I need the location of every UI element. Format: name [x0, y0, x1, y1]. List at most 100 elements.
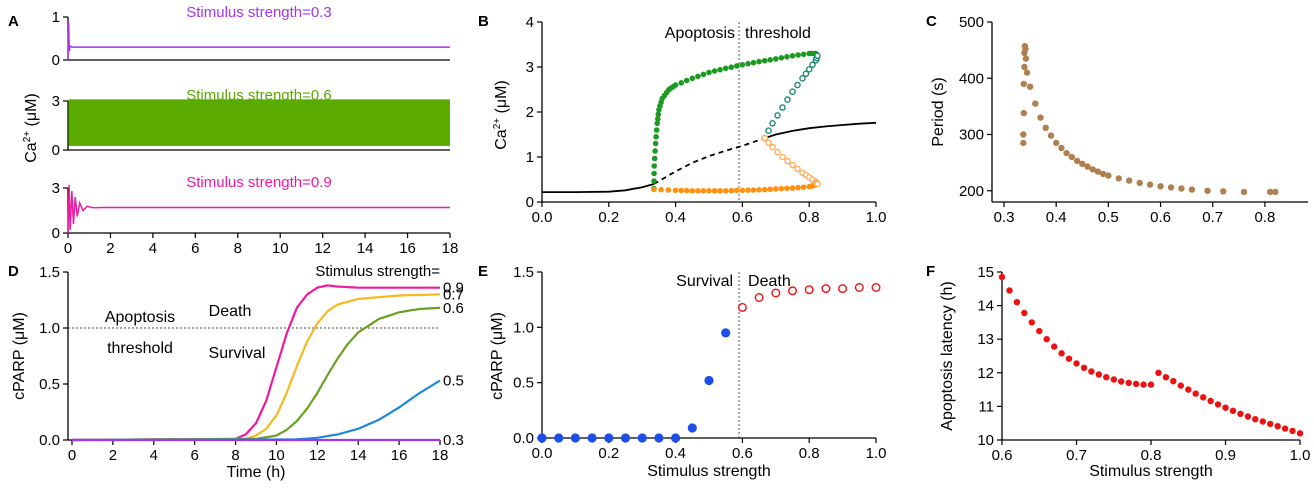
latency-point — [1170, 378, 1177, 385]
series-line-0.6 — [71, 306, 441, 442]
y-tick-label: 13 — [977, 331, 994, 348]
stable-osc-max-point — [651, 178, 657, 184]
y-tick-label: 0 — [52, 52, 60, 69]
x-tick-label: 14 — [350, 447, 367, 464]
panel-f: F 0.6 0.7 0.8 0.9 1.0 10 11 12 13 14 15 Stimulus str… — [926, 263, 1310, 480]
annotation-survival: Survival — [209, 345, 266, 362]
x-tick-label: 8 — [234, 240, 242, 257]
death-point — [854, 283, 864, 293]
y-axis-label-unit: (μM) — [23, 93, 40, 131]
stable-osc-max-point — [784, 54, 790, 60]
unstable-osc-max-point — [814, 52, 821, 60]
survival-point — [721, 328, 731, 338]
stable-osc-max-point — [652, 148, 658, 154]
period-point — [1032, 100, 1039, 107]
stable-osc-min-point — [773, 186, 779, 192]
stable-osc-min-point — [700, 188, 707, 194]
x-tick-label: 16 — [399, 240, 416, 257]
y-axis-label-sup: 2+ — [22, 131, 33, 143]
period-point — [1266, 188, 1274, 196]
period-point — [1022, 55, 1030, 62]
x-tick-label: 0.8 — [1254, 209, 1275, 226]
period-point — [1073, 157, 1081, 165]
period-point — [1146, 181, 1154, 188]
stable-osc-max-point — [789, 53, 796, 59]
period-point — [1020, 139, 1027, 147]
stable-osc-max-point — [654, 120, 660, 127]
period-point — [1272, 188, 1279, 196]
panel-label-d: D — [8, 263, 19, 280]
y-tick-label: 1.0 — [513, 319, 534, 336]
annotation-death: Death — [209, 303, 252, 320]
annotation-threshold: threshold — [107, 340, 173, 357]
latency-point — [1140, 381, 1147, 388]
period-point — [1023, 69, 1031, 76]
x-tick-label: 16 — [391, 447, 408, 464]
death-point — [771, 288, 781, 298]
unstable-osc-min-point — [794, 165, 801, 173]
stable-osc-max-point — [700, 71, 707, 78]
period-point — [1115, 175, 1123, 182]
latency-point — [1021, 309, 1028, 317]
latency-point — [1028, 319, 1036, 326]
annotation-apoptosis: Apoptosis — [105, 309, 175, 326]
latency-point — [1192, 390, 1199, 397]
unstable-osc-min-point — [789, 161, 796, 169]
latency-point — [1214, 401, 1222, 408]
stable-osc-max-point — [651, 170, 657, 177]
latency-point — [1058, 350, 1065, 357]
y-tick-label: 10 — [977, 432, 994, 449]
panel-label-f: F — [926, 263, 935, 280]
unstable-osc-max-point — [779, 104, 786, 111]
period-point — [1126, 177, 1133, 184]
period-point — [1021, 63, 1028, 71]
latency-point — [1125, 379, 1132, 387]
series-line-0.9 — [71, 284, 440, 442]
survival-point — [687, 423, 697, 433]
latency-point — [1162, 374, 1170, 381]
stable-osc-max-point — [773, 56, 779, 62]
stable-osc-max-point — [653, 127, 660, 133]
y-tick-label: 3 — [526, 59, 534, 76]
unstable-osc-max-point — [765, 127, 772, 134]
stable-osc-max-point — [683, 77, 690, 84]
stable-osc-min-point — [678, 187, 684, 194]
y-axis-label: cPARP (μM) — [11, 312, 28, 400]
panel-label-a: A — [8, 13, 19, 30]
panel-a-subplot: 0 3 Stimulus strength=0.9 — [52, 174, 450, 242]
latency-point — [1274, 423, 1281, 430]
stable-osc-min-point — [695, 188, 701, 194]
y-tick-label: 1 — [52, 9, 60, 26]
series-line-0.9 — [67, 184, 450, 234]
period-point — [1022, 45, 1029, 53]
y-tick-label: 1.0 — [39, 320, 60, 337]
latency-point — [1155, 369, 1162, 376]
stable-osc-max-point — [653, 134, 659, 140]
x-tick-label: 0.4 — [665, 209, 686, 226]
period-point — [1099, 170, 1107, 178]
death-point — [871, 283, 881, 293]
stable-osc-max-point — [651, 163, 657, 169]
stable-osc-min-point — [778, 185, 785, 192]
x-tick-label: 0.8 — [799, 445, 820, 462]
stable-osc-min-point — [711, 188, 718, 194]
stable-osc-max-point — [652, 140, 659, 147]
unstable-osc-max-point — [805, 66, 813, 73]
survival-point — [604, 433, 614, 443]
stable-osc-max-point — [728, 64, 735, 70]
y-tick-label: 1.5 — [513, 264, 534, 281]
series-line-0.3 — [67, 21, 450, 61]
unstable-osc-max-point — [789, 88, 796, 95]
latency-point — [1110, 376, 1118, 383]
x-tick-label: 0.2 — [598, 209, 619, 226]
period-point — [1068, 153, 1076, 161]
period-point — [1020, 131, 1027, 138]
latency-point — [1237, 410, 1244, 417]
series-stable-high — [764, 121, 877, 139]
x-tick-label: 0.0 — [532, 445, 553, 462]
latency-point — [1036, 327, 1043, 335]
latency-point — [1095, 371, 1103, 378]
latency-point — [1065, 355, 1073, 362]
annotation-survival: Survival — [676, 273, 733, 290]
death-point — [754, 293, 764, 303]
